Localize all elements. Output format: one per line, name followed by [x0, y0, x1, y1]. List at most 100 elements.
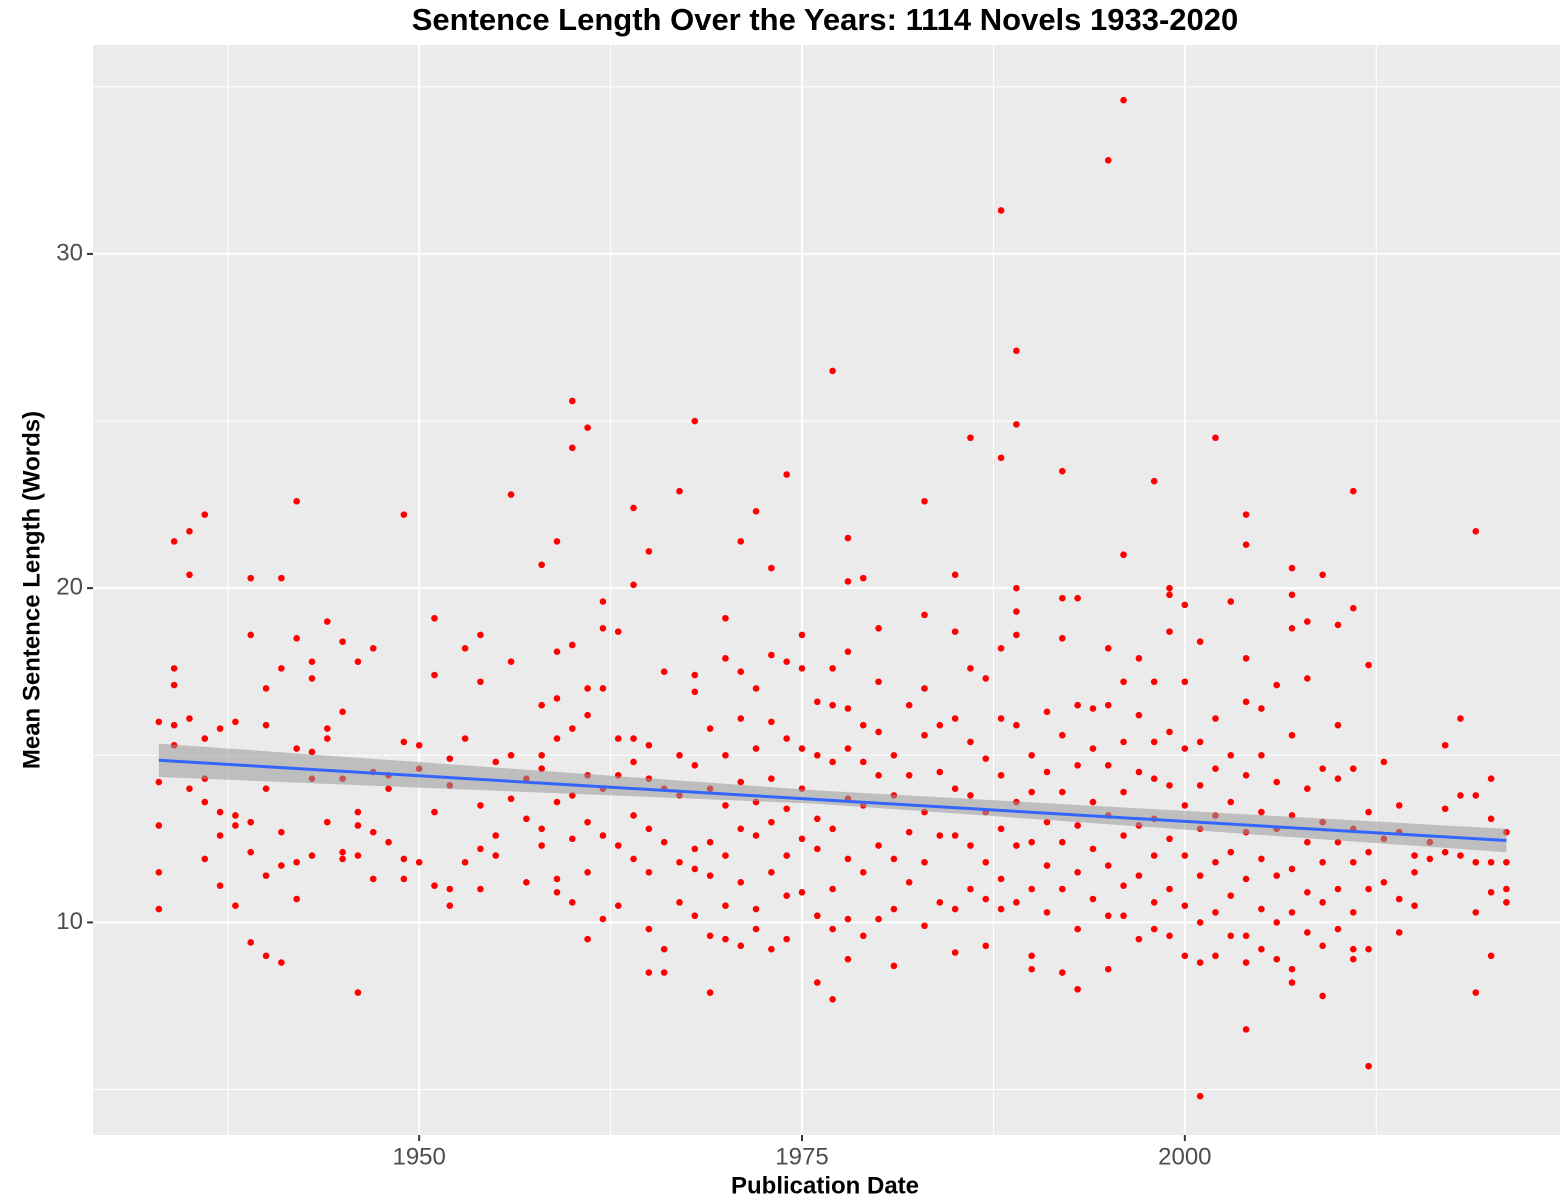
data-point [1043, 818, 1051, 826]
data-point [232, 822, 239, 829]
data-point [1120, 832, 1127, 839]
data-point [844, 648, 852, 655]
data-point [1258, 945, 1265, 953]
data-point [201, 511, 209, 518]
data-point [446, 902, 454, 910]
data-point [1074, 822, 1081, 829]
data-point [1365, 945, 1372, 953]
data-point [859, 932, 867, 940]
data-point [293, 634, 300, 642]
data-point [492, 832, 500, 839]
data-point [1319, 858, 1326, 866]
data-point [768, 651, 775, 659]
data-point [278, 862, 285, 869]
data-point [1288, 591, 1296, 599]
data-point [1166, 728, 1173, 736]
data-point [630, 812, 637, 819]
data-point [1089, 798, 1097, 806]
data-point [936, 832, 944, 839]
data-point [1349, 487, 1357, 495]
data-point [1288, 865, 1296, 873]
data-point [538, 561, 545, 569]
data-point [706, 989, 714, 996]
data-point [1028, 838, 1035, 846]
data-point [1028, 885, 1035, 893]
data-point [477, 631, 484, 639]
data-point [232, 812, 239, 819]
data-point [599, 598, 607, 605]
data-point [798, 745, 806, 752]
data-point [553, 889, 561, 896]
data-point [737, 942, 745, 950]
data-point [737, 778, 745, 786]
data-point [1166, 628, 1173, 635]
data-point [1089, 745, 1097, 752]
data-point [569, 397, 576, 405]
data-point [660, 945, 668, 953]
data-point [308, 658, 316, 665]
data-point [798, 631, 806, 639]
data-point [691, 912, 699, 920]
data-point [967, 885, 974, 893]
data-point [905, 879, 913, 886]
data-point [216, 808, 224, 816]
data-point [1089, 705, 1097, 712]
data-point [1426, 855, 1434, 863]
data-point [829, 758, 836, 766]
data-point [691, 762, 699, 769]
data-point [1441, 848, 1449, 856]
data-point [829, 665, 836, 672]
data-point [645, 925, 653, 933]
data-point [538, 751, 545, 759]
data-point [630, 735, 637, 742]
data-point [936, 899, 944, 906]
data-point [722, 751, 729, 759]
data-point [1503, 899, 1510, 906]
data-point [829, 367, 836, 375]
data-point [1120, 912, 1127, 920]
data-point [630, 581, 637, 589]
data-point [1242, 772, 1250, 779]
data-point [691, 671, 699, 679]
data-point [814, 845, 821, 853]
data-point [1472, 909, 1480, 916]
data-point [921, 858, 928, 866]
data-point [1196, 872, 1204, 879]
data-point [538, 842, 545, 849]
data-point [706, 838, 714, 846]
data-point [507, 491, 515, 498]
data-point [676, 487, 683, 495]
data-point [967, 792, 974, 799]
data-point [1242, 932, 1250, 940]
data-point [400, 738, 408, 746]
data-point [1487, 889, 1495, 896]
data-point [1074, 868, 1081, 876]
data-point [691, 865, 699, 873]
data-point [1273, 681, 1281, 689]
data-point [967, 665, 974, 672]
data-point [1334, 621, 1342, 629]
data-point [507, 795, 515, 803]
data-point [1043, 768, 1051, 776]
data-point [354, 989, 362, 996]
data-point [951, 715, 959, 722]
data-point [1166, 782, 1173, 789]
data-point [1043, 862, 1051, 869]
data-point [1472, 792, 1480, 799]
data-point [523, 815, 530, 823]
data-point [1150, 738, 1158, 746]
data-point [1288, 965, 1296, 973]
data-point [1472, 528, 1480, 535]
data-point [1104, 701, 1112, 709]
data-point [1212, 715, 1219, 722]
data-point [339, 855, 346, 863]
data-point [216, 725, 224, 732]
data-point [1349, 909, 1357, 916]
data-point [890, 962, 898, 970]
data-point [1304, 838, 1311, 846]
data-point [1349, 604, 1357, 612]
panel [93, 45, 1560, 1135]
data-point [155, 822, 163, 829]
data-point [768, 818, 775, 826]
